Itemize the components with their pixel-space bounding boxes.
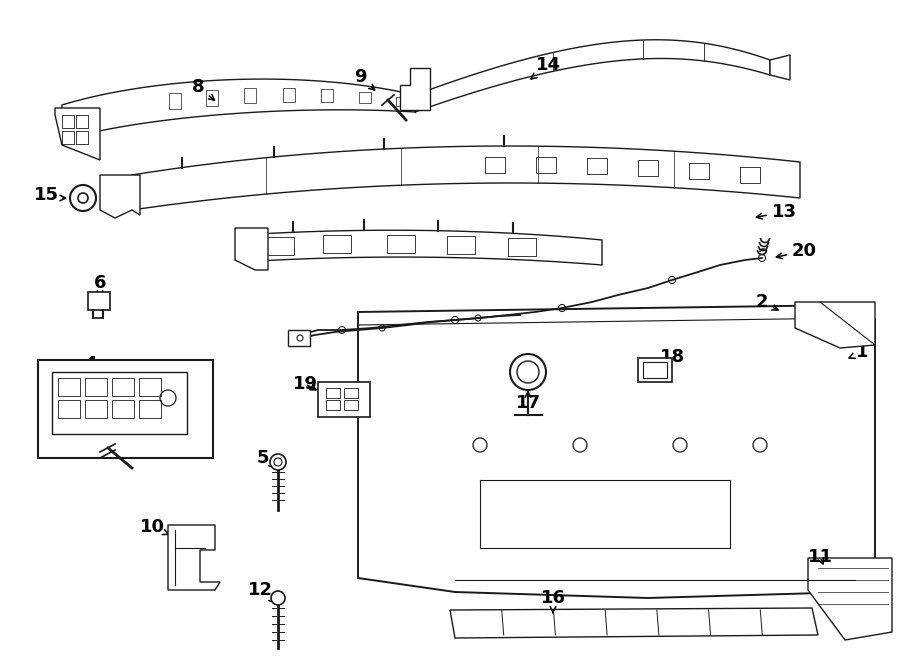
Bar: [168, 93, 181, 109]
Polygon shape: [242, 230, 602, 265]
Text: 9: 9: [354, 68, 374, 90]
Circle shape: [270, 454, 286, 470]
Text: 10: 10: [140, 518, 170, 536]
Text: 6: 6: [94, 274, 106, 297]
Bar: [326, 388, 340, 398]
Bar: [359, 93, 371, 103]
Bar: [58, 400, 80, 418]
Text: 8: 8: [192, 78, 214, 100]
Polygon shape: [132, 146, 800, 210]
Bar: [638, 358, 672, 382]
Bar: [536, 157, 556, 173]
Text: 17: 17: [516, 391, 541, 412]
Polygon shape: [55, 108, 100, 160]
Bar: [485, 157, 505, 173]
Bar: [689, 163, 709, 179]
Bar: [323, 235, 351, 253]
Text: 14: 14: [531, 56, 561, 79]
Text: 15: 15: [33, 186, 58, 204]
Bar: [588, 158, 608, 174]
Text: 5: 5: [256, 449, 274, 467]
Polygon shape: [415, 40, 770, 112]
Polygon shape: [450, 608, 818, 638]
Bar: [344, 400, 358, 410]
Bar: [318, 382, 370, 417]
Polygon shape: [100, 175, 140, 218]
Text: 7: 7: [109, 421, 124, 442]
Text: 3: 3: [37, 364, 54, 384]
Text: 18: 18: [651, 348, 685, 366]
Text: 4: 4: [78, 355, 96, 375]
Bar: [206, 90, 218, 106]
Bar: [112, 378, 134, 396]
Bar: [62, 131, 74, 144]
Text: 1: 1: [849, 343, 868, 361]
Polygon shape: [358, 305, 875, 598]
Bar: [508, 238, 536, 256]
Text: 11: 11: [807, 548, 833, 566]
Bar: [112, 400, 134, 418]
Polygon shape: [400, 68, 430, 110]
Text: 20: 20: [777, 242, 817, 260]
Bar: [58, 378, 80, 396]
Bar: [326, 400, 340, 410]
Bar: [76, 115, 88, 128]
Bar: [396, 97, 408, 106]
Bar: [38, 360, 213, 458]
Bar: [85, 378, 107, 396]
Bar: [244, 89, 256, 103]
Bar: [288, 330, 310, 346]
Bar: [76, 131, 88, 144]
Bar: [62, 115, 74, 128]
Bar: [386, 235, 415, 253]
Text: 13: 13: [756, 203, 797, 221]
Circle shape: [70, 185, 96, 211]
Polygon shape: [168, 525, 220, 590]
Bar: [447, 235, 475, 254]
Bar: [88, 292, 110, 310]
Bar: [266, 237, 293, 255]
Circle shape: [510, 354, 546, 390]
Polygon shape: [62, 79, 415, 140]
Polygon shape: [770, 55, 790, 80]
Bar: [638, 160, 658, 176]
Text: 19: 19: [292, 375, 318, 393]
Polygon shape: [235, 228, 268, 270]
Text: 2: 2: [756, 293, 778, 311]
Bar: [52, 372, 187, 434]
Bar: [85, 400, 107, 418]
Bar: [740, 167, 760, 183]
Circle shape: [271, 591, 285, 605]
Text: 12: 12: [248, 581, 274, 602]
Bar: [283, 88, 294, 102]
Polygon shape: [808, 558, 892, 640]
Text: 16: 16: [541, 589, 565, 613]
Bar: [321, 89, 333, 102]
Bar: [344, 388, 358, 398]
Bar: [139, 378, 161, 396]
Bar: [643, 362, 667, 378]
Polygon shape: [795, 302, 875, 348]
Bar: [139, 400, 161, 418]
